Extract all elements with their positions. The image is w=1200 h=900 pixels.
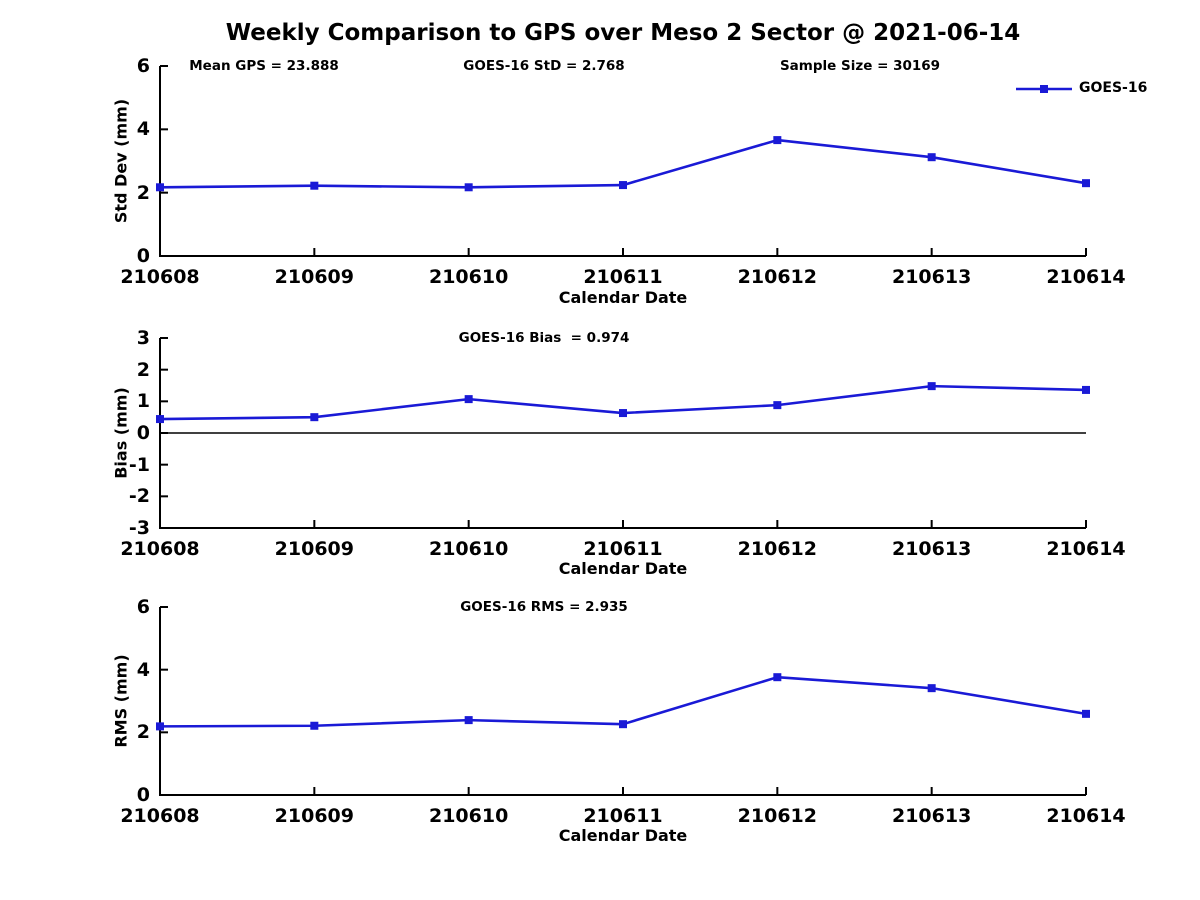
data-point-marker — [619, 409, 627, 418]
data-point-marker — [464, 183, 473, 192]
y-tick-label: -3 — [128, 517, 150, 539]
legend-label-goes16: GOES-16 — [1079, 80, 1148, 96]
x-tick-label: 210613 — [891, 266, 972, 288]
y-tick-label: 2 — [136, 181, 150, 204]
x-tick-label: 210610 — [428, 805, 509, 827]
annotation-goes16-std: GOES-16 StD = 2.768 — [463, 58, 625, 74]
data-point-marker — [619, 181, 627, 190]
y-tick-label: 2 — [136, 721, 150, 744]
x-tick-label: 210608 — [120, 538, 200, 560]
series-line — [159, 675, 1087, 728]
y-tick-label: 3 — [136, 327, 150, 349]
data-point-marker — [773, 136, 782, 145]
x-tick-label: 210611 — [583, 266, 663, 288]
annotation-sample-size: Sample Size = 30169 — [779, 58, 941, 74]
data-point-marker — [310, 413, 319, 422]
data-point-marker — [156, 722, 164, 731]
x-axis-label-top: Calendar Date — [558, 288, 688, 307]
axis-lines — [159, 607, 1086, 796]
y-tick-label: 4 — [136, 658, 150, 681]
data-point-marker — [310, 181, 319, 190]
y-tick-label: 0 — [136, 245, 150, 267]
x-tick-label: 210610 — [428, 266, 509, 288]
data-point-marker — [773, 673, 782, 682]
y-tick-label: 2 — [136, 358, 150, 381]
data-point-marker — [927, 684, 936, 693]
y-tick-label: 0 — [136, 784, 150, 806]
x-tick-label: 210609 — [274, 266, 354, 288]
x-tick-label: 210614 — [1046, 266, 1126, 288]
data-point-marker — [773, 401, 782, 410]
annotation-goes16-rms: GOES-16 RMS = 2.935 — [460, 599, 628, 615]
x-tick-label: 210611 — [583, 805, 663, 827]
series-line — [159, 138, 1087, 189]
x-tick-label: 210611 — [583, 538, 663, 560]
x-tick-label: 210614 — [1046, 805, 1126, 827]
y-tick-label: 6 — [136, 55, 150, 77]
x-axis-label-bottom: Calendar Date — [558, 826, 688, 845]
x-tick-label: 210610 — [428, 538, 509, 560]
x-tick-label: 210613 — [891, 805, 972, 827]
data-point-marker — [619, 720, 627, 729]
x-tick-label: 210608 — [120, 266, 200, 288]
data-point-marker — [156, 415, 164, 424]
y-tick-label: 6 — [136, 596, 150, 618]
x-tick-label: 210609 — [274, 805, 354, 827]
data-point-marker — [1082, 385, 1090, 394]
data-point-marker — [156, 183, 164, 192]
x-tick-label: 210614 — [1046, 538, 1126, 560]
legend-marker-sample — [1040, 85, 1048, 93]
data-point-marker — [1082, 709, 1090, 718]
x-axis-label-middle: Calendar Date — [558, 559, 688, 578]
chart-title: Weekly Comparison to GPS over Meso 2 Sec… — [225, 20, 1021, 46]
y-tick-label: 4 — [136, 118, 150, 141]
x-tick-label: 210609 — [274, 538, 354, 560]
x-tick-label: 210612 — [737, 805, 817, 827]
y-tick-label: 1 — [136, 390, 150, 413]
x-tick-label: 210608 — [120, 805, 200, 827]
y-tick-label: -2 — [128, 485, 150, 508]
data-point-marker — [464, 716, 473, 725]
x-tick-label: 210613 — [891, 538, 972, 560]
y-tick-label: 0 — [136, 422, 150, 444]
data-point-marker — [927, 153, 936, 162]
annotation-goes16-bias: GOES-16 Bias = 0.974 — [458, 330, 630, 346]
data-point-marker — [1082, 179, 1090, 188]
annotation-mean-gps: Mean GPS = 23.888 — [189, 58, 339, 74]
data-point-marker — [310, 721, 319, 730]
data-point-marker — [464, 395, 473, 404]
y-tick-label: -1 — [128, 453, 150, 476]
x-tick-label: 210612 — [737, 538, 817, 560]
data-point-marker — [927, 382, 936, 391]
x-tick-label: 210612 — [737, 266, 817, 288]
